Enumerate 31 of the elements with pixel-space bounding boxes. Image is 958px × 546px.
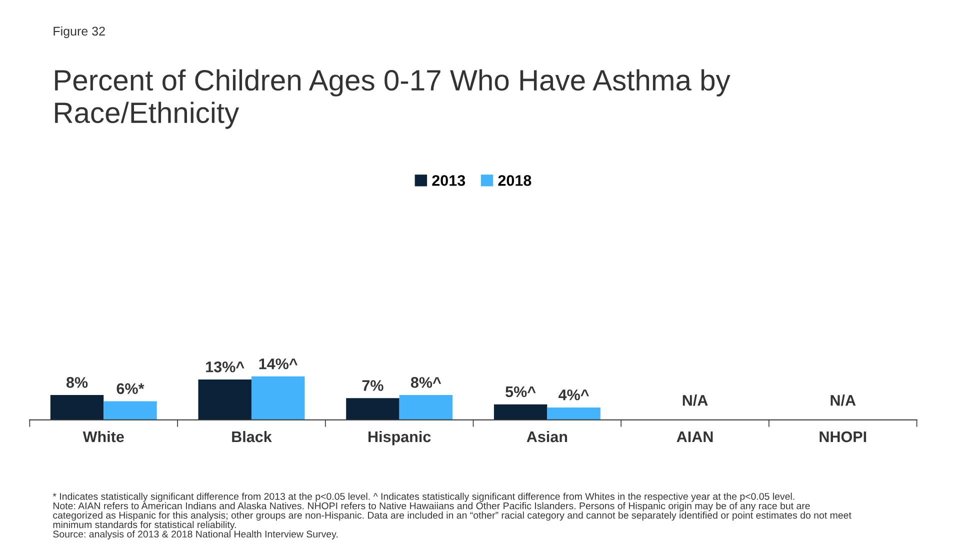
x-tick-label: AIAN (676, 432, 713, 442)
x-tick-label: White (82, 430, 124, 442)
bar (104, 401, 157, 420)
bar (547, 407, 600, 420)
x-tick-label: Hispanic (368, 430, 431, 446)
bar (494, 404, 548, 420)
text: N/A (830, 394, 856, 406)
data-label: 7% (362, 380, 384, 391)
x-tick-label: NHOPI (820, 431, 866, 442)
data-label: 6%* (116, 383, 144, 394)
text: N/A (682, 394, 708, 406)
chart-title: Percent of Children Ages 0-17 Who Have Asthma by Race/Ethnicity (55, 69, 730, 129)
data-label: 5%^ (506, 386, 536, 398)
chart-subtitle: Figure 32 (54, 26, 105, 38)
data-label: 14%^ (259, 358, 298, 370)
legend-label: 2013 (432, 175, 466, 186)
legend-label: 2018 (498, 175, 532, 186)
source-note: Source: analysis of 2013 & 2018 National Health Interview Survey. (53, 530, 338, 540)
text: Note: AIAN refers to American Indians and Alaska Natives. NHOPI refers to Native Hawaiians and Other Pacific Islanders. Persons of Hispanic origin may be of any race but are categorized as Hispanic for this analysis; other groups are non-Hispanic. Data are included in an “other” racial category and cannot be separately identified or point estimates do not meet minimum standards for statistical reliability. (53, 502, 852, 530)
bar (346, 398, 400, 420)
data-label: 8% (66, 377, 88, 388)
text: * Indicates statistically significant difference from 2013 at the p<0.05 level. ^ Indicates statistically significant difference from Whites in the respective year at the p<0.05 level. (52, 492, 794, 502)
x-tick-label: Black (232, 430, 272, 442)
bar (50, 395, 104, 420)
x-tick-label: Asian (526, 430, 568, 442)
data-label: 8%^ (410, 377, 442, 388)
bar (251, 376, 305, 420)
data-label: 13%^ (206, 362, 244, 372)
bar (399, 395, 453, 420)
bar (198, 380, 252, 420)
data-label: 4%^ (558, 389, 589, 400)
